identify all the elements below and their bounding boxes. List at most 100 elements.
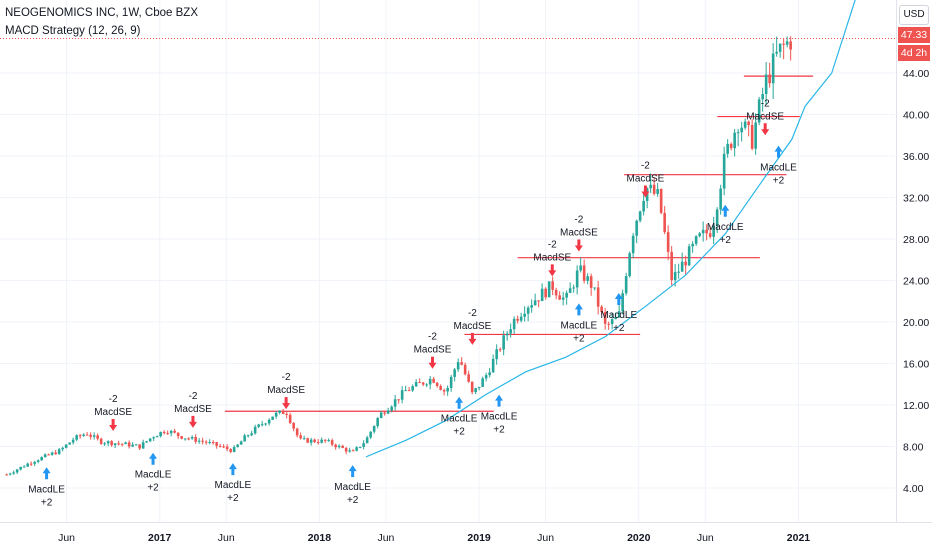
long-entry-label: MacdLE [561,320,598,331]
candle-body [341,445,344,448]
candle-body [596,287,600,307]
candle-body [372,426,376,432]
indicator-legend[interactable]: MACD Strategy (12, 26, 9) [5,25,141,37]
time-tick-label: Jun [537,532,554,544]
moving-average-line [365,0,856,458]
candle-body [470,381,474,393]
candle-body [264,423,267,425]
price-axis-ticks: 4.00 8.00 12.00 16.00 20.00 24.00 28.00 32.00 36… [903,27,929,496]
candle-body [621,293,624,312]
long-entry-qty: +2 [227,493,239,504]
candle-body [547,281,551,298]
candle-body [414,382,418,387]
candle-body [523,313,526,317]
long-entry-qty: +2 [573,333,585,344]
price-tick-label: 8.00 [903,442,924,454]
short-entry-qty: -2 [641,161,650,172]
long-entry-arrow [455,396,464,409]
long-entry-label: MacdLE [760,163,797,174]
candle-body [526,307,530,314]
candle-body [82,434,85,437]
candle-body [257,424,260,427]
candle-body [103,443,106,445]
short-entry-qty: -2 [468,308,477,319]
candle-body [659,189,663,213]
symbol-title[interactable]: NEOGENOMICS INC, 1W, Cboe BZX [5,7,198,19]
candle-body [558,295,561,300]
time-axis-border [0,522,932,523]
long-entry-arrow [42,467,51,480]
candle-body [131,444,134,447]
candle-body [607,323,610,325]
short-entry-label: MacdSE [174,404,212,415]
chart-grid [0,0,895,522]
candle-body [204,441,208,443]
candle-body [22,466,26,468]
candle-body [316,441,320,443]
long-entry-qty: +2 [147,483,159,494]
short-entry-qty: -2 [761,98,770,109]
candle-body [617,311,621,318]
short-entry-label: MacdSE [560,227,598,238]
candle-body [218,445,222,447]
candle-body [666,232,670,252]
candle-body [54,452,57,455]
candle-body [68,442,71,445]
candle-body [631,235,635,254]
candle-body [768,74,771,84]
candle-body [327,440,330,442]
short-entry-qty: -2 [282,372,291,383]
candle-body [246,435,250,437]
short-entry-label: MacdSE [454,321,492,332]
candle-body [355,447,358,451]
candle-body [589,276,593,288]
short-entry-arrow [641,185,650,198]
candle-body [467,374,470,382]
candle-body [26,463,29,467]
candle-body [614,317,617,320]
candle-body [138,444,141,449]
candle-body [176,432,180,437]
candle-body [442,390,446,392]
candle-body [113,443,117,446]
candle-body [568,288,572,293]
candle-body [652,184,656,194]
candle-body [736,132,740,134]
time-axis-ticks: Jun 2017 Jun 2018 Jun 2019 Jun 2020 Jun 2021 [58,532,810,544]
currency-button[interactable]: USD [899,5,929,25]
candle-body [348,450,351,452]
candle-body [159,431,162,437]
candle-body [64,444,68,448]
candle-body [649,184,652,189]
candle-body [89,434,92,437]
candle-body [491,359,495,373]
candle-body [488,372,491,376]
short-entry-arrow [282,397,291,410]
candle-body [610,319,614,325]
candle-body [673,272,677,281]
candle-body [729,143,733,149]
candle-body [71,439,75,443]
short-entry-arrow [468,332,477,345]
candle-body [124,442,127,445]
long-entry-qty: +2 [41,497,53,508]
candle-body [243,435,246,442]
candle-body [449,376,453,388]
time-tick-label: 2017 [148,532,172,544]
candle-body [330,440,334,445]
candle-body [509,329,512,334]
candle-body [722,153,726,189]
candle-body [148,438,152,442]
candle-body [43,454,47,458]
candle-body [519,316,523,321]
candle-body [537,300,540,302]
candle-body [477,386,481,389]
candle-body [33,461,36,464]
candle-body [533,300,537,306]
candle-body [743,121,747,128]
candle-body [288,414,292,423]
candle-body [586,276,589,281]
candle-body [691,243,694,247]
candle-body [274,412,278,417]
